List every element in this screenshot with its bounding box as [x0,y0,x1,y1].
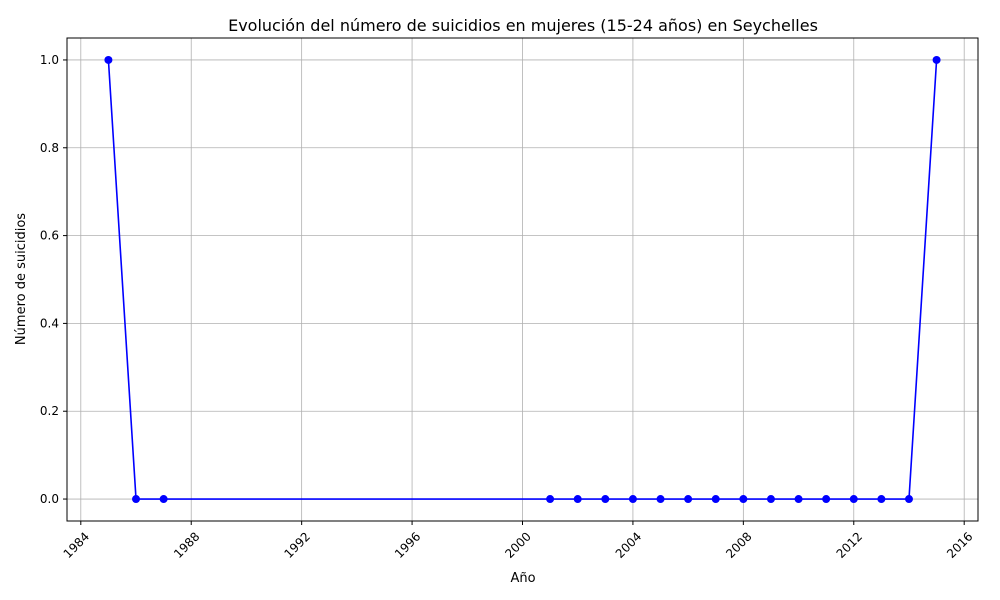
data-point [822,495,831,504]
data-point [132,495,141,504]
data-point [601,495,610,504]
data-point [684,495,693,504]
x-tick-label: 1984 [61,529,92,560]
chart-title: Evolución del número de suicidios en muj… [228,16,818,35]
y-tick-label: 0.2 [40,404,59,418]
x-tick-label: 2012 [834,529,865,560]
x-tick-label: 2008 [723,529,754,560]
y-axis-ticks: 0.0 0.2 0.4 0.6 0.8 1.0 [40,53,67,506]
y-tick-label: 1.0 [40,53,59,67]
data-point [766,495,775,504]
data-point [573,495,582,504]
x-tick-label: 1996 [392,529,423,560]
series-layer [104,55,941,504]
series-line [107,59,938,500]
data-point [877,495,886,504]
data-point [849,495,858,504]
x-tick-label: 2000 [502,529,533,560]
data-point [104,55,113,64]
data-point [932,55,941,64]
y-tick-label: 0.8 [40,141,59,155]
data-point [794,495,803,504]
x-tick-label: 1992 [281,529,312,560]
y-tick-label: 0.0 [40,492,59,506]
x-tick-label: 1988 [171,529,202,560]
data-point [711,495,720,504]
x-tick-label: 2016 [944,529,975,560]
data-point [656,495,665,504]
y-tick-label: 0.6 [40,229,59,243]
data-point [159,495,168,504]
data-point [739,495,748,504]
x-axis-ticks: 1984 1988 1992 1996 2000 2004 2008 2012 2016 [61,521,976,561]
data-point [628,495,637,504]
data-point [904,495,913,504]
y-axis-label: Número de suicidios [14,213,29,345]
data-point [546,495,555,504]
x-tick-label: 2004 [613,529,644,560]
grid [67,38,978,521]
y-tick-label: 0.4 [40,316,59,330]
x-axis-label: Año [510,571,535,586]
